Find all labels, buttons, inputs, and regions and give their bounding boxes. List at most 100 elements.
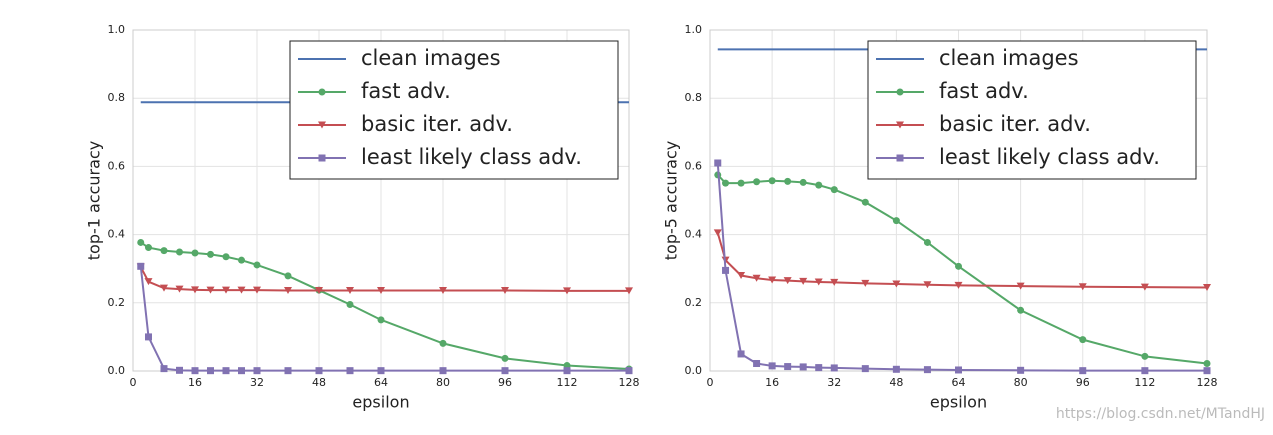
y-tick-label: 0.6 xyxy=(685,159,703,172)
data-point xyxy=(253,261,261,269)
y-tick-label: 0.4 xyxy=(685,228,703,241)
data-point xyxy=(784,177,792,185)
series-line xyxy=(717,174,1208,365)
data-point xyxy=(1016,282,1025,290)
data-point xyxy=(815,364,823,372)
x-tick-label: 80 xyxy=(436,376,450,389)
data-point xyxy=(955,262,962,270)
data-point xyxy=(237,286,246,294)
data-point xyxy=(753,178,761,186)
data-point xyxy=(815,181,823,189)
legend-marker xyxy=(896,121,904,129)
y-tick-label: 0.2 xyxy=(108,296,126,309)
data-point xyxy=(1078,283,1087,291)
data-point xyxy=(737,272,746,280)
data-point xyxy=(207,250,214,258)
series-line xyxy=(140,241,630,370)
data-point xyxy=(346,301,354,309)
x-tick-label: 48 xyxy=(889,376,903,389)
data-point xyxy=(137,262,145,270)
data-point xyxy=(222,367,230,375)
data-point xyxy=(439,339,447,347)
x-tick-label: 0 xyxy=(707,376,714,389)
data-point xyxy=(439,287,447,295)
data-point xyxy=(160,247,168,255)
data-point xyxy=(955,366,962,374)
data-point xyxy=(377,367,385,375)
data-point xyxy=(175,285,184,293)
y-axis-label: top-5 accuracy xyxy=(662,141,681,260)
data-point xyxy=(439,367,447,375)
data-point xyxy=(1203,283,1211,291)
data-point xyxy=(768,276,777,284)
series-line xyxy=(139,266,629,372)
data-point xyxy=(799,178,807,186)
x-axis-label: epsilon xyxy=(352,393,409,412)
data-point xyxy=(830,364,838,372)
data-point xyxy=(923,281,932,289)
data-point xyxy=(713,229,722,237)
x-tick-label: 16 xyxy=(188,376,202,389)
data-point xyxy=(1203,367,1211,375)
x-tick-label: 128 xyxy=(619,376,640,389)
data-point xyxy=(563,287,571,295)
x-tick-label: 32 xyxy=(827,376,841,389)
data-point xyxy=(814,278,823,286)
data-point xyxy=(625,287,633,295)
data-point xyxy=(830,278,839,286)
data-point xyxy=(501,287,509,295)
x-tick-label: 64 xyxy=(952,376,966,389)
data-point xyxy=(160,365,168,373)
x-tick-label: 80 xyxy=(1014,376,1028,389)
data-point xyxy=(892,217,900,225)
data-point xyxy=(768,177,776,185)
data-point xyxy=(1140,283,1149,291)
data-point xyxy=(160,284,168,292)
data-point xyxy=(737,179,745,187)
y-tick-label: 0.8 xyxy=(108,91,126,104)
data-point xyxy=(284,272,292,280)
data-point xyxy=(625,367,633,375)
x-tick-label: 96 xyxy=(1076,376,1090,389)
data-point xyxy=(284,367,292,375)
data-point xyxy=(737,350,745,358)
x-tick-label: 48 xyxy=(312,376,326,389)
data-point xyxy=(753,359,761,367)
x-tick-label: 32 xyxy=(250,376,264,389)
x-tick-label: 128 xyxy=(1197,376,1218,389)
data-point xyxy=(207,367,214,375)
data-point xyxy=(861,365,869,373)
data-point xyxy=(145,244,152,252)
series-line xyxy=(716,162,1207,372)
x-tick-label: 112 xyxy=(557,376,578,389)
y-tick-label: 0.2 xyxy=(685,296,703,309)
data-point xyxy=(191,367,199,375)
legend-marker xyxy=(318,88,326,96)
y-tick-label: 1.0 xyxy=(108,23,126,36)
data-point xyxy=(501,354,509,362)
legend-label: clean images xyxy=(361,46,501,70)
legend-label: least likely class adv. xyxy=(361,145,582,169)
data-point xyxy=(923,366,931,374)
data-point xyxy=(784,363,792,371)
y-tick-label: 0.8 xyxy=(685,91,703,104)
x-tick-label: 96 xyxy=(498,376,512,389)
data-point xyxy=(783,277,792,285)
legend-box xyxy=(289,40,619,180)
data-point xyxy=(377,316,385,324)
data-point xyxy=(238,256,245,264)
data-point xyxy=(861,198,869,206)
data-point xyxy=(1079,367,1087,375)
y-axis-label: top-1 accuracy xyxy=(85,141,104,260)
data-point xyxy=(722,266,730,274)
data-point xyxy=(954,281,963,289)
data-point xyxy=(176,366,183,374)
data-point xyxy=(1017,366,1025,374)
x-tick-label: 16 xyxy=(765,376,779,389)
data-point xyxy=(191,286,199,294)
data-point xyxy=(206,286,215,294)
data-point xyxy=(191,249,199,257)
data-point xyxy=(253,367,261,375)
data-point xyxy=(145,333,152,341)
